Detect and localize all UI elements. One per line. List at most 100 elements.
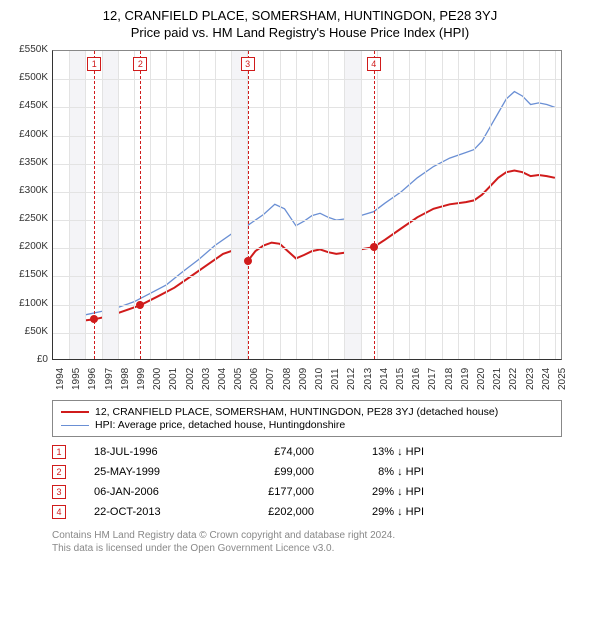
sale-price: £99,000 (214, 466, 314, 478)
legend-swatch (61, 425, 89, 426)
sale-diff: 13% ↓ HPI (314, 446, 424, 458)
sale-marker-line (374, 51, 375, 359)
x-axis-label: 2025 (557, 368, 568, 390)
year-band (344, 51, 360, 359)
gridline-v (506, 51, 507, 359)
sale-diff: 8% ↓ HPI (314, 466, 424, 478)
gridline-v (442, 51, 443, 359)
sale-price: £177,000 (214, 486, 314, 498)
y-axis-label: £150K (10, 269, 48, 280)
gridline-v (312, 51, 313, 359)
legend-label: HPI: Average price, detached house, Hunt… (95, 419, 345, 431)
x-axis-label: 2013 (363, 368, 374, 390)
title-block: 12, CRANFIELD PLACE, SOMERSHAM, HUNTINGD… (10, 8, 590, 40)
sale-row-marker: 3 (52, 485, 66, 499)
x-axis-label: 2018 (444, 368, 455, 390)
footer-line1: Contains HM Land Registry data © Crown c… (52, 529, 590, 542)
sale-marker-box: 4 (367, 57, 381, 71)
gridline-v (118, 51, 119, 359)
x-axis-label: 2014 (379, 368, 390, 390)
y-axis-label: £50K (10, 326, 48, 337)
gridline-v (328, 51, 329, 359)
x-axis-label: 2003 (201, 368, 212, 390)
sale-marker-box: 1 (87, 57, 101, 71)
sale-row: 225-MAY-1999£99,0008% ↓ HPI (52, 465, 562, 479)
x-axis-label: 2022 (508, 368, 519, 390)
gridline-v (263, 51, 264, 359)
y-axis-label: £350K (10, 157, 48, 168)
legend: 12, CRANFIELD PLACE, SOMERSHAM, HUNTINGD… (52, 400, 562, 437)
x-axis-label: 2021 (492, 368, 503, 390)
plot-area: 1 2 3 4 (52, 50, 562, 360)
x-axis-label: 1996 (87, 368, 98, 390)
gridline-v (166, 51, 167, 359)
x-axis-label: 1995 (71, 368, 82, 390)
sale-marker-line (248, 51, 249, 359)
year-band (102, 51, 118, 359)
x-axis-label: 2010 (314, 368, 325, 390)
y-axis-label: £0 (10, 354, 48, 365)
gridline-h (53, 220, 561, 221)
footer-attribution: Contains HM Land Registry data © Crown c… (52, 529, 590, 555)
x-axis-label: 2007 (265, 368, 276, 390)
gridline-v (425, 51, 426, 359)
sale-marker-line (94, 51, 95, 359)
gridline-v (199, 51, 200, 359)
x-axis-label: 2017 (427, 368, 438, 390)
sale-row: 3 06-JAN-2006£177,00029% ↓ HPI (52, 485, 562, 499)
sale-row-marker: 4 (52, 505, 66, 519)
title-address: 12, CRANFIELD PLACE, SOMERSHAM, HUNTINGD… (10, 8, 590, 23)
gridline-v (474, 51, 475, 359)
gridline-v (539, 51, 540, 359)
sale-date: 06-JAN-2006 (94, 486, 214, 498)
gridline-h (53, 248, 561, 249)
x-axis-label: 2008 (282, 368, 293, 390)
x-axis-label: 2024 (541, 368, 552, 390)
sale-marker-box: 3 (241, 57, 255, 71)
sale-price: £202,000 (214, 506, 314, 518)
gridline-v (102, 51, 103, 359)
title-subtitle: Price paid vs. HM Land Registry's House … (10, 25, 590, 40)
x-axis-label: 1999 (136, 368, 147, 390)
sale-dot (244, 257, 252, 265)
line-series (53, 51, 563, 361)
sale-dot (370, 243, 378, 251)
gridline-v (215, 51, 216, 359)
sale-diff: 29% ↓ HPI (314, 486, 424, 498)
gridline-v (490, 51, 491, 359)
gridline-v (134, 51, 135, 359)
y-axis-label: £400K (10, 129, 48, 140)
chart-area: 1234 £0£50K£100K£150K£200K£250K£300K£350… (10, 44, 570, 394)
y-axis-label: £100K (10, 298, 48, 309)
gridline-v (231, 51, 232, 359)
x-axis-label: 2005 (233, 368, 244, 390)
gridline-v (458, 51, 459, 359)
gridline-v (393, 51, 394, 359)
gridline-v (555, 51, 556, 359)
y-axis-label: £500K (10, 72, 48, 83)
gridline-v (361, 51, 362, 359)
sale-marker-line (140, 51, 141, 359)
footer-line2: This data is licensed under the Open Gov… (52, 542, 590, 555)
x-axis-label: 2006 (249, 368, 260, 390)
x-axis-label: 1998 (120, 368, 131, 390)
sale-diff: 29% ↓ HPI (314, 506, 424, 518)
sale-date: 22-OCT-2013 (94, 506, 214, 518)
gridline-h (53, 192, 561, 193)
x-axis-label: 2002 (185, 368, 196, 390)
gridline-v (150, 51, 151, 359)
gridline-v (280, 51, 281, 359)
sale-date: 25-MAY-1999 (94, 466, 214, 478)
gridline-h (53, 164, 561, 165)
sale-price: £74,000 (214, 446, 314, 458)
legend-label: 12, CRANFIELD PLACE, SOMERSHAM, HUNTINGD… (95, 406, 498, 418)
x-axis-label: 2000 (152, 368, 163, 390)
sale-dot (90, 315, 98, 323)
y-axis-label: £200K (10, 241, 48, 252)
year-band (231, 51, 247, 359)
sale-marker-box: 2 (133, 57, 147, 71)
sales-table: 118-JUL-1996£74,00013% ↓ HPI225-MAY-1999… (52, 445, 562, 519)
gridline-h (53, 136, 561, 137)
sale-row: 4 22-OCT-2013£202,00029% ↓ HPI (52, 505, 562, 519)
x-axis-label: 2004 (217, 368, 228, 390)
